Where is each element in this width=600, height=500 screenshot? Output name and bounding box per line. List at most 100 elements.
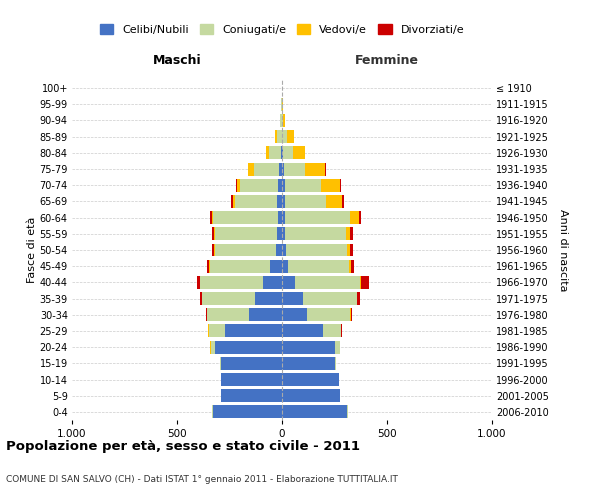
Bar bbox=[271, 260, 282, 272]
Bar bbox=[282, 146, 283, 160]
Bar bbox=[266, 146, 269, 160]
Bar bbox=[232, 195, 233, 208]
Bar bbox=[295, 276, 360, 289]
Bar bbox=[305, 162, 325, 175]
Bar bbox=[220, 357, 221, 370]
Bar bbox=[208, 260, 209, 272]
Bar bbox=[335, 340, 340, 353]
Bar bbox=[279, 162, 282, 175]
Bar bbox=[282, 340, 335, 353]
Bar bbox=[325, 162, 326, 175]
Bar bbox=[326, 195, 342, 208]
Bar bbox=[356, 292, 357, 305]
Bar bbox=[236, 179, 237, 192]
Bar bbox=[209, 324, 226, 338]
Bar bbox=[235, 195, 277, 208]
Bar bbox=[277, 228, 282, 240]
Bar bbox=[215, 228, 277, 240]
Bar bbox=[323, 324, 341, 338]
Text: Maschi: Maschi bbox=[152, 54, 202, 67]
Bar bbox=[233, 195, 235, 208]
Bar bbox=[277, 130, 282, 143]
Bar bbox=[275, 130, 277, 143]
Y-axis label: Anni di nascita: Anni di nascita bbox=[559, 208, 568, 291]
Bar bbox=[351, 260, 354, 272]
Bar bbox=[307, 308, 350, 321]
Bar bbox=[240, 179, 278, 192]
Bar bbox=[342, 195, 344, 208]
Bar bbox=[282, 406, 347, 418]
Bar bbox=[282, 260, 289, 272]
Bar bbox=[226, 324, 282, 338]
Bar bbox=[282, 228, 285, 240]
Bar bbox=[200, 292, 202, 305]
Bar bbox=[349, 260, 351, 272]
Bar bbox=[237, 179, 240, 192]
Bar bbox=[282, 357, 335, 370]
Bar bbox=[278, 211, 282, 224]
Bar bbox=[213, 211, 278, 224]
Bar bbox=[350, 211, 359, 224]
Bar bbox=[282, 292, 303, 305]
Legend: Celibi/Nubili, Coniugati/e, Vedovi/e, Divorziati/e: Celibi/Nubili, Coniugati/e, Vedovi/e, Di… bbox=[100, 24, 464, 35]
Bar bbox=[202, 292, 254, 305]
Bar bbox=[284, 162, 305, 175]
Bar bbox=[285, 179, 321, 192]
Bar bbox=[350, 228, 353, 240]
Bar bbox=[283, 114, 285, 127]
Bar bbox=[350, 244, 353, 256]
Bar bbox=[209, 211, 212, 224]
Bar bbox=[289, 260, 349, 272]
Bar bbox=[254, 162, 279, 175]
Bar bbox=[350, 308, 352, 321]
Bar bbox=[282, 211, 285, 224]
Bar bbox=[282, 179, 285, 192]
Bar bbox=[285, 228, 346, 240]
Bar bbox=[286, 244, 347, 256]
Bar bbox=[357, 292, 360, 305]
Bar bbox=[282, 324, 323, 338]
Bar bbox=[282, 373, 338, 386]
Bar bbox=[280, 114, 282, 127]
Bar bbox=[360, 276, 361, 289]
Bar bbox=[208, 308, 250, 321]
Bar bbox=[212, 211, 213, 224]
Bar bbox=[359, 211, 361, 224]
Bar bbox=[215, 340, 282, 353]
Bar bbox=[209, 260, 271, 272]
Bar bbox=[277, 195, 282, 208]
Bar bbox=[321, 179, 340, 192]
Bar bbox=[285, 195, 326, 208]
Bar bbox=[282, 276, 295, 289]
Bar bbox=[276, 244, 282, 256]
Bar bbox=[282, 308, 307, 321]
Bar bbox=[197, 276, 200, 289]
Bar bbox=[254, 292, 282, 305]
Bar bbox=[285, 211, 350, 224]
Bar bbox=[221, 357, 282, 370]
Bar bbox=[214, 228, 215, 240]
Bar bbox=[250, 308, 282, 321]
Bar bbox=[341, 324, 342, 338]
Text: Popolazione per età, sesso e stato civile - 2011: Popolazione per età, sesso e stato civil… bbox=[6, 440, 360, 453]
Bar bbox=[278, 179, 282, 192]
Bar bbox=[346, 228, 350, 240]
Bar bbox=[221, 373, 282, 386]
Bar bbox=[283, 146, 293, 160]
Bar bbox=[211, 340, 215, 353]
Bar bbox=[212, 244, 214, 256]
Bar bbox=[347, 244, 350, 256]
Bar bbox=[248, 162, 254, 175]
Bar bbox=[213, 406, 282, 418]
Bar bbox=[303, 292, 356, 305]
Text: Femmine: Femmine bbox=[355, 54, 419, 67]
Bar bbox=[263, 276, 282, 289]
Bar bbox=[212, 228, 214, 240]
Bar bbox=[281, 98, 282, 111]
Bar bbox=[340, 179, 341, 192]
Bar bbox=[361, 276, 369, 289]
Y-axis label: Fasce di età: Fasce di età bbox=[26, 217, 37, 283]
Bar bbox=[293, 146, 305, 160]
Bar bbox=[221, 389, 282, 402]
Bar bbox=[287, 130, 294, 143]
